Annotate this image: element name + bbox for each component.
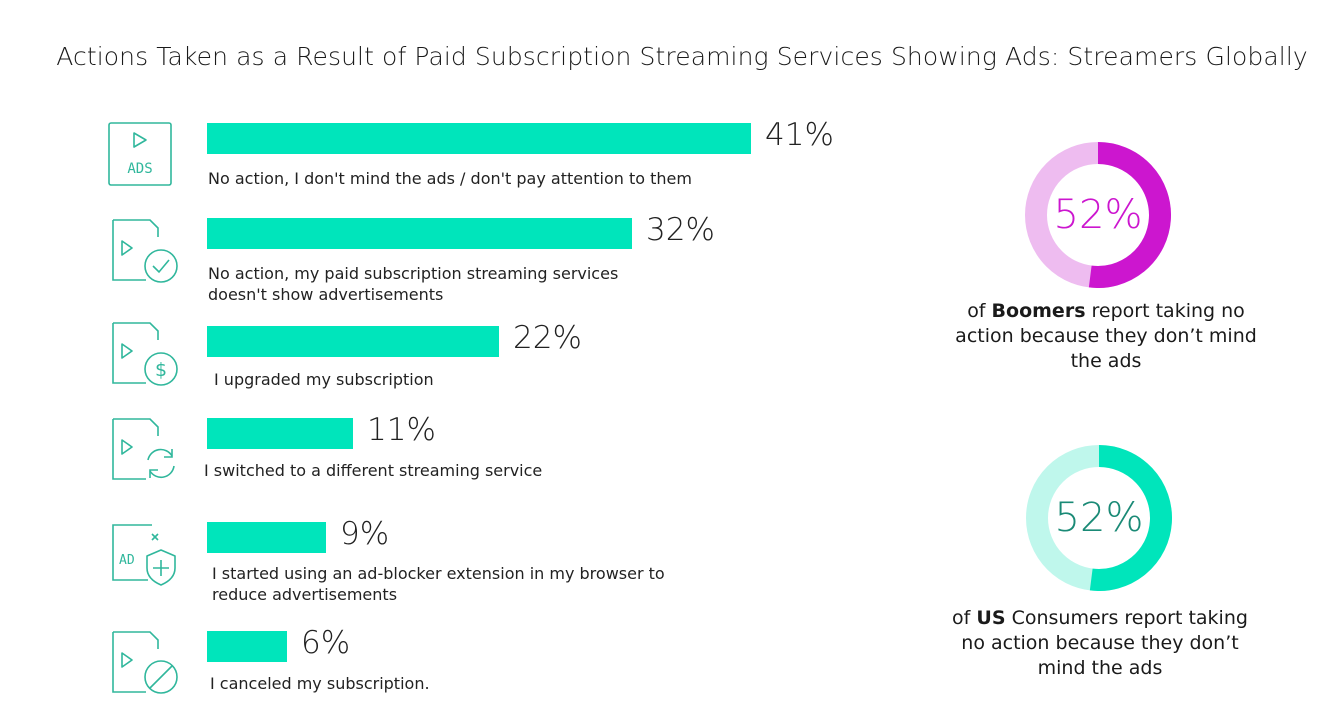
caption-bold: US <box>976 607 1006 629</box>
category-label-line: I started using an ad-blocker extension … <box>212 564 665 583</box>
donut-arc <box>1088 142 1171 288</box>
donut-caption-us: of US Consumers report taking no action … <box>940 606 1260 681</box>
caption-pre: of <box>952 607 977 629</box>
category-label-line: I canceled my subscription. <box>210 674 430 693</box>
category-label-line: I switched to a different streaming serv… <box>204 461 543 480</box>
caption-post: Consumers report taking no action becaus… <box>961 607 1248 679</box>
svg-text:ADS: ADS <box>127 161 152 177</box>
bar <box>207 418 353 449</box>
bar-value-label: 22% <box>513 320 582 356</box>
bar-value-label: 9% <box>340 516 390 552</box>
category-label: No action, my paid subscription streamin… <box>208 263 618 305</box>
donut-value-label: 52% <box>1054 495 1144 541</box>
category-label-line: I upgraded my subscription <box>214 370 434 389</box>
bar-value-label: 11% <box>367 412 436 448</box>
donut-arc <box>1089 445 1172 591</box>
donut-svg-us <box>1026 445 1172 591</box>
ad-blocker-shield-icon: AD <box>108 522 182 594</box>
donut-svg-boomers <box>1025 142 1171 288</box>
bar-value-label: 32% <box>646 212 715 248</box>
category-label-line: reduce advertisements <box>212 585 398 604</box>
bar <box>207 522 326 553</box>
video-switch-icon-svg <box>112 418 178 480</box>
ads-video-icon-svg: ADS <box>108 122 172 186</box>
caption-pre: of <box>967 300 992 322</box>
video-cancel-icon <box>108 629 182 701</box>
video-check-icon <box>108 217 182 289</box>
donut-chart-us: 52% <box>1026 445 1172 591</box>
video-switch-icon <box>108 416 182 488</box>
svg-text:$: $ <box>155 359 167 381</box>
bar-value-label: 6% <box>301 625 351 661</box>
category-label: I started using an ad-blocker extension … <box>212 563 665 605</box>
category-label-line: doesn't show advertisements <box>208 285 444 304</box>
chart-title: Actions Taken as a Result of Paid Subscr… <box>56 42 1308 71</box>
video-dollar-icon-svg: $ <box>112 322 178 386</box>
ads-video-icon: ADS <box>108 122 182 194</box>
donut-caption-boomers: of Boomers report taking no action becau… <box>946 299 1266 374</box>
svg-text:AD: AD <box>119 553 135 568</box>
video-check-icon-svg <box>112 219 178 283</box>
caption-bold: Boomers <box>991 300 1086 322</box>
bar <box>207 631 287 662</box>
category-label-line: No action, my paid subscription streamin… <box>208 264 619 283</box>
category-label: I upgraded my subscription <box>214 369 434 390</box>
bar <box>207 218 632 249</box>
video-dollar-icon: $ <box>108 320 182 392</box>
category-label: I canceled my subscription. <box>210 673 430 694</box>
ad-blocker-shield-icon-svg: AD <box>112 524 176 586</box>
caption-post: report taking no action because they don… <box>955 300 1257 372</box>
donut-value-label: 52% <box>1053 192 1143 238</box>
donut-chart-boomers: 52% <box>1025 142 1171 288</box>
category-label: No action, I don't mind the ads / don't … <box>208 168 692 189</box>
category-label-line: No action, I don't mind the ads / don't … <box>208 169 692 188</box>
bar <box>207 123 751 154</box>
bar <box>207 326 499 357</box>
video-cancel-icon-svg <box>112 631 178 694</box>
category-label: I switched to a different streaming serv… <box>204 460 542 481</box>
bar-value-label: 41% <box>765 117 834 153</box>
